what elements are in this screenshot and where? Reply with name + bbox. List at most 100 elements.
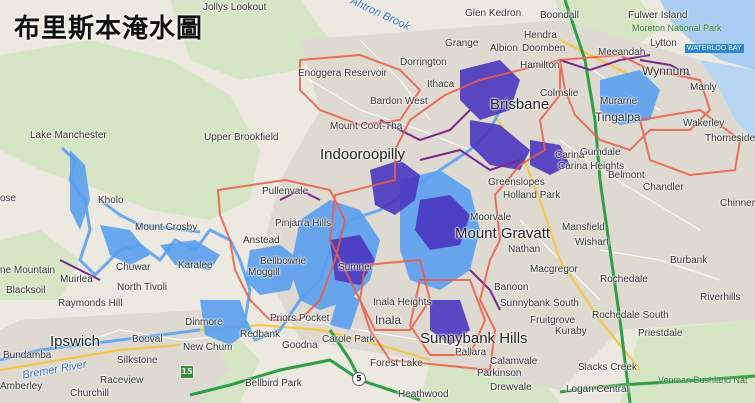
label-moreton-park: Moreton National Park [632, 23, 722, 33]
label-venman-park: Venman Bushland Nat [658, 375, 748, 385]
label-pullenvale: Pullenvale [262, 186, 309, 197]
label-meeandah: Meeandah [598, 47, 646, 58]
label-chuwar: Chuwar [116, 262, 151, 273]
label-colmslie: Colmslie [540, 88, 579, 99]
label-chinner: Chinner [720, 198, 755, 209]
label-carina-heights: Carina Heights [558, 161, 625, 172]
label-bardon-west: Bardon West [370, 96, 428, 107]
label-burbank: Burbank [670, 255, 708, 266]
label-bellbird-park: Bellbird Park [245, 378, 302, 389]
label-moggill: Moggill [248, 267, 280, 278]
label-wishart: Wishart [575, 237, 609, 248]
label-heathwood: Heathwood [398, 389, 449, 400]
label-indooroopilly: Indooroopilly [320, 146, 406, 163]
label-chandler: Chandler [643, 182, 684, 193]
label-blacksoil: Blacksoil [6, 285, 46, 296]
label-mount-coot-tha: Mount Coot-Tha [330, 121, 403, 132]
flood-zones-dark [330, 60, 570, 345]
label-murarrie: Murarrie [600, 96, 638, 107]
bay-shore [700, 60, 755, 140]
label-bundamba: Bundamba [3, 350, 52, 361]
label-mansfield: Mansfield [562, 222, 605, 233]
label-booval: Booval [132, 334, 163, 345]
label-inala: Inala [375, 313, 402, 327]
label-holland-park: Holland Park [503, 190, 561, 201]
label-carina: Carina [555, 150, 585, 161]
label-priestdale: Priestdale [638, 328, 683, 339]
label-drewvale: Drewvale [490, 382, 532, 393]
flood-zones-purple-lines [59, 54, 691, 311]
label-slacks-creek: Slacks Creek [578, 362, 637, 373]
label-albion: Albion [490, 43, 518, 54]
label-manly: Manly [690, 82, 717, 93]
label-macgregor: Macgregor [530, 264, 578, 275]
label-amberley: Amberley [0, 381, 43, 392]
label-tingalpa: Tingalpa [595, 110, 641, 124]
label-gumdale: Gumdale [580, 147, 621, 158]
label-pallara: Pallara [455, 347, 487, 358]
label-enoggera-reservoir: Enoggera Reservoir [298, 68, 387, 79]
label-dinmore: Dinmore [185, 317, 223, 328]
label-rochedale: Rochedale [600, 274, 648, 285]
map-title: 布里斯本淹水圖 [14, 14, 204, 44]
label-greenslopes: Greenslopes [488, 177, 545, 188]
label-lytton: Lytton [650, 38, 677, 49]
label-upper-brookfield: Upper Brookfield [204, 132, 279, 143]
label-mount-gravatt: Mount Gravatt [455, 225, 551, 242]
label-forest-lake: Forest Lake [370, 358, 423, 369]
label-boondall: Boondall [540, 10, 579, 21]
label-mountain: ne Mountain [0, 265, 56, 276]
label-banoon: Banoon [494, 282, 529, 293]
label-kuraby: Kuraby [555, 326, 587, 337]
label-sumner: Sumner [338, 262, 374, 273]
label-belmont: Belmont [608, 170, 645, 181]
label-karalee: Karalee [178, 260, 213, 271]
label-wynnum: Wynnum [642, 64, 690, 78]
label-fulwer-island: Fulwer Island [628, 10, 688, 21]
label-lake-manchester: Lake Manchester [30, 130, 107, 141]
label-churchill: Churchill [70, 388, 109, 399]
motorways [189, 0, 755, 403]
label-hamilton: Hamilton [520, 60, 560, 71]
label-rochedale-south: Rochedale South [592, 310, 669, 321]
label-raymonds-hill: Raymonds Hill [58, 298, 123, 309]
label-brisbane: Brisbane [490, 96, 550, 113]
label-bellbowrie: Bellbowrie [260, 256, 307, 267]
motorway-15-shield: 15 [180, 365, 194, 379]
label-sunnybank-south: Sunnybank South [500, 298, 579, 309]
label-fruitgrove: Fruitgrove [530, 315, 576, 326]
label-dorrington: Dorrington [400, 57, 447, 68]
label-glen-kedron: Glen Kedron [465, 8, 522, 19]
label-thorneside: Thorneside [705, 133, 755, 144]
label-silkstone: Silkstone [117, 355, 158, 366]
label-priors-pocket: Priors Pocket [270, 313, 330, 324]
label-redbank: Redbank [240, 329, 281, 340]
label-kholo: Kholo [98, 195, 124, 206]
label-hendra: Hendra [524, 30, 557, 41]
label-doomben: Doomben [522, 43, 566, 54]
label-moorvale: Moorvale [470, 212, 512, 223]
label-grange: Grange [445, 38, 479, 49]
label-new-chum: New Chum [183, 342, 233, 353]
label-riverhills: Riverhills [700, 292, 741, 303]
district-boundaries [216, 53, 742, 372]
label-calamvale: Calamvale [490, 356, 538, 367]
label-pinjarra-hills: Pinjarra Hills [275, 218, 332, 229]
label-inala-heights: Inala Heights [373, 297, 432, 308]
label-north-tivoli: North Tivoli [117, 282, 168, 293]
label-parkinson: Parkinson [477, 368, 522, 379]
label-waterloo-bay: WATERLOO BAY [685, 44, 744, 53]
label-raceview: Raceview [100, 375, 144, 386]
label-muirlea: Muirlea [60, 274, 93, 285]
label-carole-park: Carole Park [322, 334, 375, 345]
label-ipswich: Ipswich [50, 333, 101, 350]
motorway-5-shield: 5 [352, 372, 366, 386]
label-sunnybank-hills: Sunnybank Hills [420, 330, 528, 347]
label-rosewood: ose [0, 193, 17, 204]
label-anstead: Anstead [243, 235, 280, 246]
label-jollys-lookout: Jollys Lookout [203, 2, 267, 13]
label-nathan: Nathan [508, 244, 541, 255]
label-goodna: Goodna [282, 340, 318, 351]
